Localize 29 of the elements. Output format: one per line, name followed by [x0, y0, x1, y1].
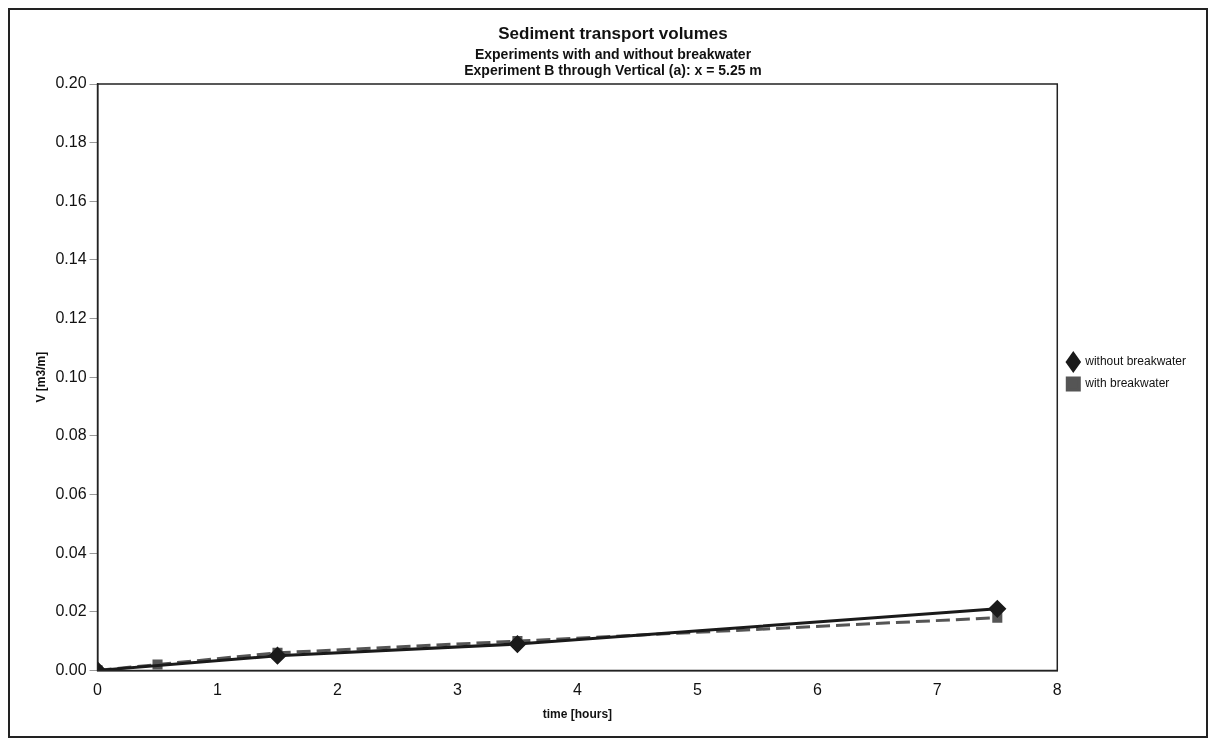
- x-tick-label: 5: [692, 681, 702, 699]
- x-tick-label: 4: [572, 681, 582, 699]
- y-tick-label: 0.10: [55, 367, 87, 385]
- point: [268, 647, 286, 665]
- legend-label: without breakwater: [1084, 354, 1186, 369]
- point: [508, 635, 526, 653]
- y-tick-label: 0.08: [55, 426, 87, 444]
- y-tick-label: 0.16: [55, 191, 87, 209]
- y-tick-label: 0.02: [55, 602, 87, 620]
- chart-subtitle: Experiments with and without breakwater Experiment B through Vertical (a): x = 5.25 m: [464, 45, 762, 79]
- x-tick-label: 2: [333, 681, 343, 699]
- x-tick-label: 8: [1052, 681, 1062, 699]
- y-tick-label: 0.12: [55, 308, 87, 326]
- y-tick-label: 0.06: [55, 484, 87, 502]
- chart-title: Sediment transport volumes: [498, 23, 728, 43]
- x-tick-label: 3: [452, 681, 462, 699]
- y-tick-label: 0.00: [55, 660, 87, 678]
- x-tick-label: 0: [93, 681, 103, 699]
- x-axis-title: time [hours]: [542, 707, 613, 722]
- legend-label: with breakwater: [1084, 376, 1170, 391]
- y-tick-label: 0.14: [55, 250, 87, 268]
- y-tick-label: 0.04: [55, 543, 87, 561]
- y-tick-label: 0.18: [55, 133, 87, 151]
- y-tick-label: 0.20: [55, 74, 87, 92]
- point: [988, 600, 1006, 618]
- y-axis-title: V [m3/m]: [33, 351, 48, 403]
- x-tick-label: 6: [812, 681, 822, 699]
- x-tick-label: 7: [932, 681, 942, 699]
- x-tick-label: 1: [213, 681, 223, 699]
